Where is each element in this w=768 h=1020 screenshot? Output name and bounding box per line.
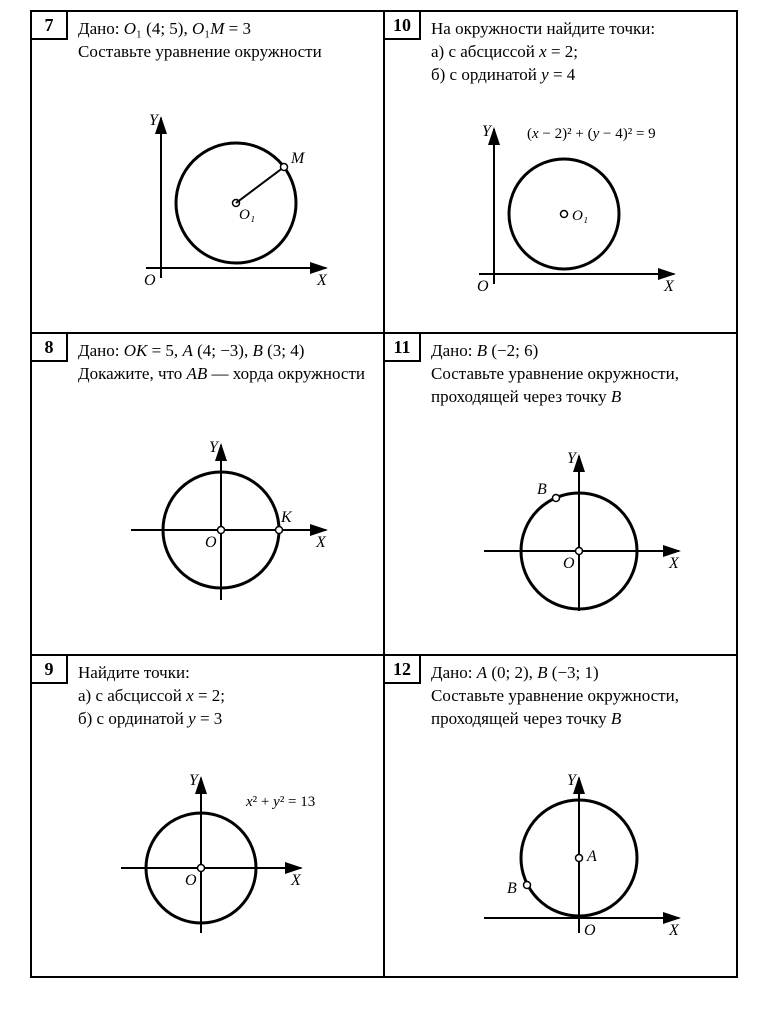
- problem-text: На окружности найдите точки: а) с абсцис…: [431, 18, 726, 87]
- text-line: б) с ординатой y = 3: [78, 708, 373, 731]
- axis-label-y: Y: [189, 772, 200, 789]
- figure-11: Y X O B: [464, 441, 694, 621]
- figure-8: Y X O K: [111, 430, 341, 610]
- problem-11: 11 Дано: B (−2; 6) Составьте уравнение о…: [384, 333, 737, 655]
- text-line: На окружности найдите точки:: [431, 18, 726, 41]
- problem-number: 8: [32, 334, 68, 362]
- problem-8: 8 Дано: OK = 5, A (4; −3), B (3; 4) Дока…: [31, 333, 384, 655]
- axis-label-x: X: [668, 922, 680, 939]
- text-line: Дано: B (−2; 6): [431, 340, 726, 363]
- axis-label-x: X: [290, 872, 302, 889]
- origin-label: O: [477, 278, 489, 295]
- text-line: Составьте уравнение окружности, проходящ…: [431, 685, 726, 731]
- axis-label-y: Y: [209, 439, 220, 456]
- figure-9: Y X O x² + y² = 13: [101, 758, 351, 948]
- text-line: а) с абсциссой x = 2;: [431, 41, 726, 64]
- problem-text: Найдите точки: а) с абсциссой x = 2; б) …: [78, 662, 373, 731]
- figure-7: Y X O O₁ M: [111, 103, 341, 293]
- text-line: Составьте уравнение окружности: [78, 41, 373, 64]
- point-label-k: K: [280, 509, 293, 526]
- problem-text: Дано: B (−2; 6) Составьте уравнение окру…: [431, 340, 726, 409]
- origin-label: O: [185, 872, 197, 889]
- axis-label-x: X: [316, 272, 328, 289]
- origin-label: O: [584, 922, 596, 939]
- text-line: Дано: OK = 5, A (4; −3), B (3; 4): [78, 340, 373, 363]
- problem-text: Дано: OK = 5, A (4; −3), B (3; 4) Докажи…: [78, 340, 373, 386]
- problem-number: 10: [385, 12, 421, 40]
- problem-grid: 7 Дано: O₁ (4; 5), O₁M = 3 Составьте ура…: [30, 10, 738, 978]
- problem-7: 7 Дано: O₁ (4; 5), O₁M = 3 Составьте ура…: [31, 11, 384, 333]
- text-line: б) с ординатой y = 4: [431, 64, 726, 87]
- text-line: Составьте уравнение окружности, проходящ…: [431, 363, 726, 409]
- text-line: Дано: A (0; 2), B (−3; 1): [431, 662, 726, 685]
- problem-9: 9 Найдите точки: а) с абсциссой x = 2; б…: [31, 655, 384, 977]
- problem-12: 12 Дано: A (0; 2), B (−3; 1) Составьте у…: [384, 655, 737, 977]
- text-line: Докажите, что AB — хорда окружности: [78, 363, 373, 386]
- axis-label-x: X: [315, 534, 327, 551]
- axis-label-x: X: [663, 278, 675, 295]
- problem-text: Дано: A (0; 2), B (−3; 1) Составьте урав…: [431, 662, 726, 731]
- problem-10: 10 На окружности найдите точки: а) с абс…: [384, 11, 737, 333]
- center-label: O₁: [572, 208, 588, 224]
- text-line: Найдите точки:: [78, 662, 373, 685]
- center-label: O₁: [239, 207, 255, 223]
- origin-label: O: [563, 555, 575, 572]
- point-label-a: A: [586, 848, 597, 865]
- point-label-b: B: [507, 880, 517, 897]
- point-label-m: M: [290, 150, 306, 167]
- point-label-b: B: [537, 481, 547, 498]
- axis-label-y: Y: [482, 123, 493, 140]
- page: 7 Дано: O₁ (4; 5), O₁M = 3 Составьте ура…: [0, 0, 768, 998]
- text-line: а) с абсциссой x = 2;: [78, 685, 373, 708]
- axis-label-y: Y: [567, 772, 578, 789]
- axis-label-y: Y: [567, 450, 578, 467]
- problem-number: 9: [32, 656, 68, 684]
- text-line: Дано: O₁ (4; 5), O₁M = 3: [78, 18, 373, 41]
- equation-label: x² + y² = 13: [245, 794, 315, 810]
- origin-label: O: [144, 272, 156, 289]
- equation-label: (x − 2)² + (y − 4)² = 9: [527, 126, 656, 142]
- axis-label-y: Y: [149, 112, 160, 129]
- problem-text: Дано: O₁ (4; 5), O₁M = 3 Составьте уравн…: [78, 18, 373, 64]
- figure-12: Y X O A B: [459, 758, 699, 948]
- figure-10: Y X O O₁ (x − 2)² + (y − 4)² = 9: [449, 114, 709, 304]
- origin-label: O: [205, 534, 217, 551]
- problem-number: 12: [385, 656, 421, 684]
- problem-number: 7: [32, 12, 68, 40]
- axis-label-x: X: [668, 555, 680, 572]
- problem-number: 11: [385, 334, 421, 362]
